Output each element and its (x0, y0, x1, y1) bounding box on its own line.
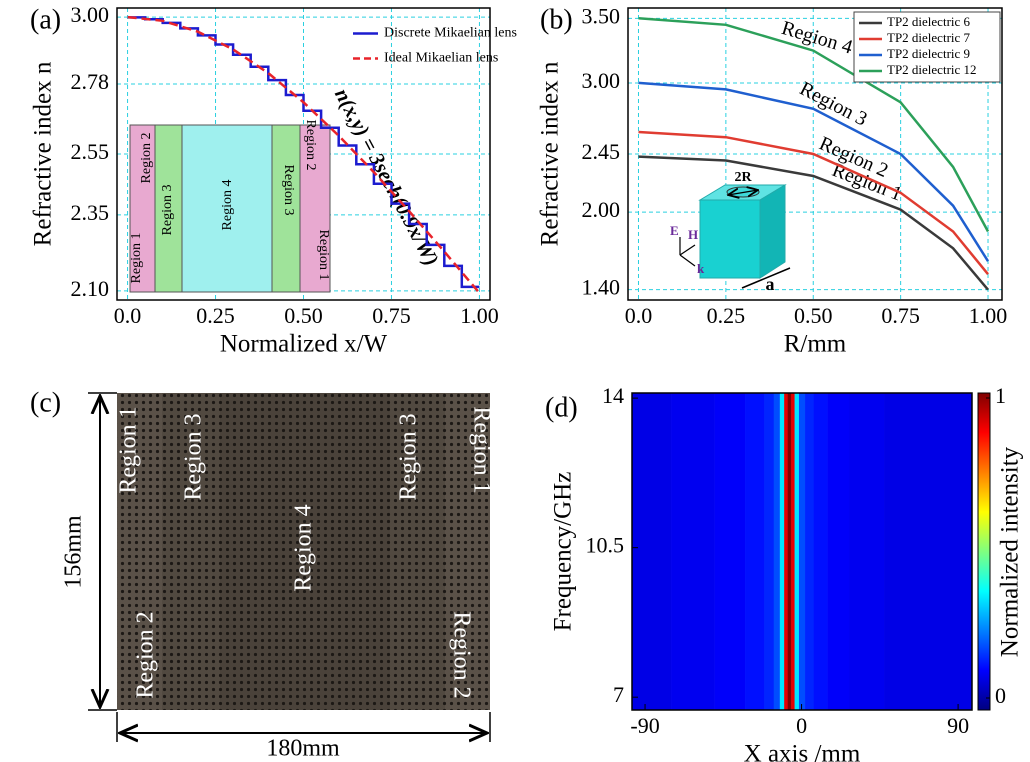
plot-frame (631, 392, 973, 711)
x-axis-label: X axis /mm (744, 741, 861, 762)
heat-cell (773, 393, 781, 710)
x-tick-label: 90 (947, 713, 969, 738)
width-label: 180mm (266, 736, 340, 762)
x-tick-label: 0.0 (114, 303, 142, 328)
legend-label: TP2 dielectric 6 (887, 14, 971, 29)
panel-label: (d) (545, 392, 578, 423)
region-label: Region 1 (116, 406, 142, 493)
x-tick-label: 0.75 (881, 303, 920, 328)
x-axis-label: R/mm (784, 331, 847, 358)
y-tick-label: 7 (613, 682, 624, 707)
y-tick-label: 10.5 (586, 533, 625, 558)
x-tick-label: 0.25 (196, 303, 235, 328)
data-line (638, 155, 989, 291)
panel-label: (b) (540, 4, 573, 35)
inset-label: k (697, 261, 705, 276)
heat-cell (791, 393, 795, 710)
y-axis-label: Refractive index n (537, 61, 564, 246)
inset-label: a (766, 274, 775, 294)
y-tick-label: 3.50 (582, 3, 621, 28)
cube-inset: 2R a E H k (670, 170, 791, 294)
inset-label: Region 2 (139, 133, 154, 184)
y-tick-label: 2.00 (582, 197, 621, 222)
plot-frame (116, 7, 491, 301)
region-label: Region 3 (181, 413, 207, 500)
heat-cell (798, 393, 806, 710)
legend-label: TP2 dielectric 12 (887, 62, 977, 77)
height-label: 156mm (61, 515, 87, 589)
x-tick-label: -90 (630, 713, 659, 738)
panel-label: (a) (30, 4, 61, 35)
region-inset: Region 1 Region 2 Region 3 Region 4 Regi… (129, 120, 331, 293)
heat-cell (632, 393, 672, 710)
inset-label: Region 3 (281, 165, 296, 216)
inset-label: 2R (734, 170, 752, 185)
curve-label: Region 3 (796, 78, 871, 131)
x-tick-label: 1.00 (460, 303, 499, 328)
legend-label: TP2 dielectric 7 (887, 30, 971, 45)
heat-cell (932, 393, 973, 710)
heat-cell (794, 393, 800, 710)
y-axis-label: Refractive index n (30, 61, 57, 246)
x-tick-label: 0.0 (625, 303, 653, 328)
y-tick-label: 3.00 (582, 68, 621, 93)
heat-cell (813, 393, 828, 710)
plot-frame (627, 7, 1003, 301)
region-label: Region 2 (448, 611, 474, 698)
colorbar (977, 392, 991, 711)
inset-label: Region 3 (160, 185, 175, 236)
inset-label: E (670, 223, 679, 238)
inset-label: Region 4 (220, 180, 235, 231)
heat-cell (805, 393, 815, 710)
heat-cell (671, 393, 715, 710)
x-tick-label: 0.50 (284, 303, 323, 328)
x-tick-label: 0.50 (794, 303, 833, 328)
y-tick-label: 2.35 (71, 200, 110, 225)
x-tick-label: 0.75 (372, 303, 411, 328)
y-tick-label: 2.45 (582, 139, 621, 164)
data-line (638, 130, 989, 275)
legend-label: Discrete Mikaelian lens (384, 26, 517, 41)
heat-cell (714, 393, 746, 710)
legend-label: Ideal Mikaelian lens (384, 51, 498, 66)
y-tick-label: 1.40 (582, 275, 621, 300)
heat-cell (884, 393, 933, 710)
x-axis-label: Normalized x/W (220, 331, 388, 358)
region-label: Region 2 (133, 611, 159, 698)
x-tick-label: 1.00 (969, 303, 1008, 328)
y-tick-label: 2.78 (71, 69, 110, 94)
data-line (638, 81, 990, 262)
x-tick-label: 0.25 (707, 303, 746, 328)
data-line (127, 15, 481, 294)
y-tick-label: 2.10 (71, 276, 110, 301)
inset-label: Region 2 (303, 120, 318, 171)
x-tick-label: 0 (796, 713, 807, 738)
inset-label: Region 1 (316, 230, 331, 281)
panel-label: (c) (30, 387, 61, 418)
colorbar-tick-label: 1 (995, 383, 1006, 408)
region-label: Region 3 (396, 413, 422, 500)
heat-cell (784, 393, 788, 710)
heat-cell (849, 393, 885, 710)
y-axis-label: Frequency/GHz (550, 472, 577, 632)
colorbar-label: Normalized intensity (997, 446, 1024, 657)
y-tick-label: 14 (602, 383, 624, 408)
region-label: Region 4 (291, 504, 317, 591)
heat-cell (787, 393, 792, 710)
heat-cell (745, 393, 765, 710)
inset-label: H (688, 227, 698, 242)
sample-photo: 156mm 180mm Region 1 Region 3 Region 4 R… (61, 392, 495, 762)
y-tick-label: 3.00 (71, 2, 110, 27)
y-tick-label: 2.55 (71, 139, 110, 164)
region-label: Region 1 (468, 406, 494, 493)
heat-cell (779, 393, 785, 710)
inset-label: Region 1 (129, 233, 144, 284)
heat-cell (827, 393, 850, 710)
colorbar-tick-label: 0 (995, 683, 1006, 708)
legend-label: TP2 dielectric 9 (887, 46, 970, 61)
heat-cell (764, 393, 775, 710)
